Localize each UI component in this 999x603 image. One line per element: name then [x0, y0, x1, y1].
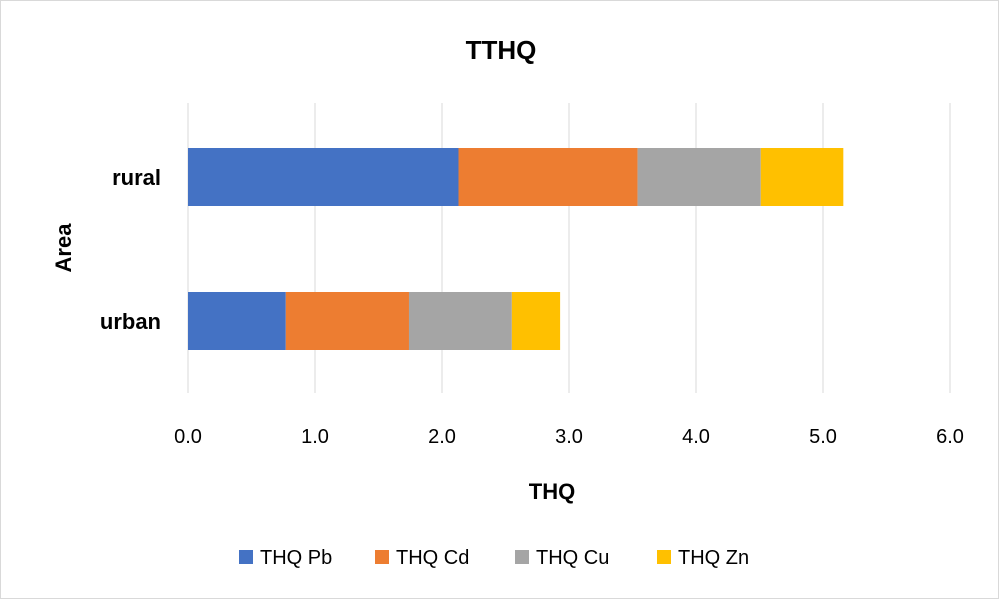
x-tick-label: 2.0 — [428, 426, 456, 448]
bar-segment — [458, 148, 638, 206]
x-tick-label: 6.0 — [936, 426, 964, 448]
legend-swatch — [657, 550, 671, 564]
category-labels: rural urban — [100, 165, 161, 334]
legend-label: THQ Zn — [678, 547, 749, 569]
legend-swatch — [239, 550, 253, 564]
legend-label: THQ Cu — [536, 547, 609, 569]
x-axis-label: THQ — [529, 479, 575, 504]
x-tick-label: 0.0 — [174, 426, 202, 448]
bar-segment — [188, 148, 459, 206]
legend-swatch — [375, 550, 389, 564]
x-tick-label: 3.0 — [555, 426, 583, 448]
x-tick-labels: 0.0 1.0 2.0 3.0 4.0 5.0 6.0 — [174, 426, 964, 448]
legend-swatch — [515, 550, 529, 564]
x-tick-label: 5.0 — [809, 426, 837, 448]
chart-title: TTHQ — [466, 35, 537, 65]
legend-label: THQ Cd — [396, 547, 469, 569]
bar-group — [188, 148, 844, 350]
legend: THQ Pb THQ Cd THQ Cu THQ Zn — [239, 547, 749, 569]
y-axis-label: Area — [51, 223, 76, 273]
bar-segment — [760, 148, 844, 206]
x-tick-label: 1.0 — [301, 426, 329, 448]
category-label: rural — [112, 165, 161, 190]
category-label: urban — [100, 309, 161, 334]
bar-segment — [637, 148, 761, 206]
bar-segment — [285, 292, 409, 350]
bar-segment — [188, 292, 286, 350]
bar-segment — [511, 292, 561, 350]
x-tick-label: 4.0 — [682, 426, 710, 448]
bar-segment — [408, 292, 512, 350]
legend-label: THQ Pb — [260, 547, 332, 569]
